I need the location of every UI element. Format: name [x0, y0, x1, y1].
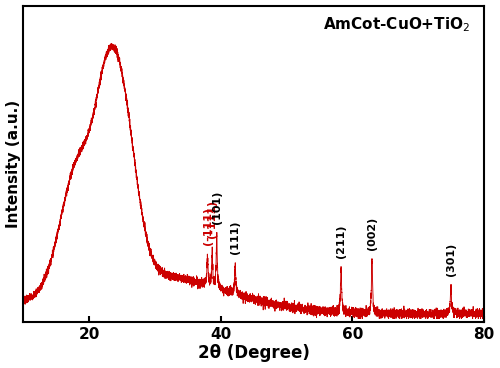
- Y-axis label: Intensity (a.u.): Intensity (a.u.): [6, 100, 20, 228]
- Text: (111): (111): [230, 220, 240, 254]
- Text: (-111): (-111): [202, 207, 212, 245]
- X-axis label: 2θ (Degree): 2θ (Degree): [198, 344, 310, 362]
- Text: (002): (002): [367, 217, 377, 250]
- Text: (301): (301): [446, 243, 456, 276]
- Text: (-111): (-111): [207, 200, 217, 238]
- Text: AmCot-CuO+TiO$_2$: AmCot-CuO+TiO$_2$: [323, 15, 470, 34]
- Text: (211): (211): [336, 224, 346, 258]
- Text: (101): (101): [212, 190, 222, 224]
